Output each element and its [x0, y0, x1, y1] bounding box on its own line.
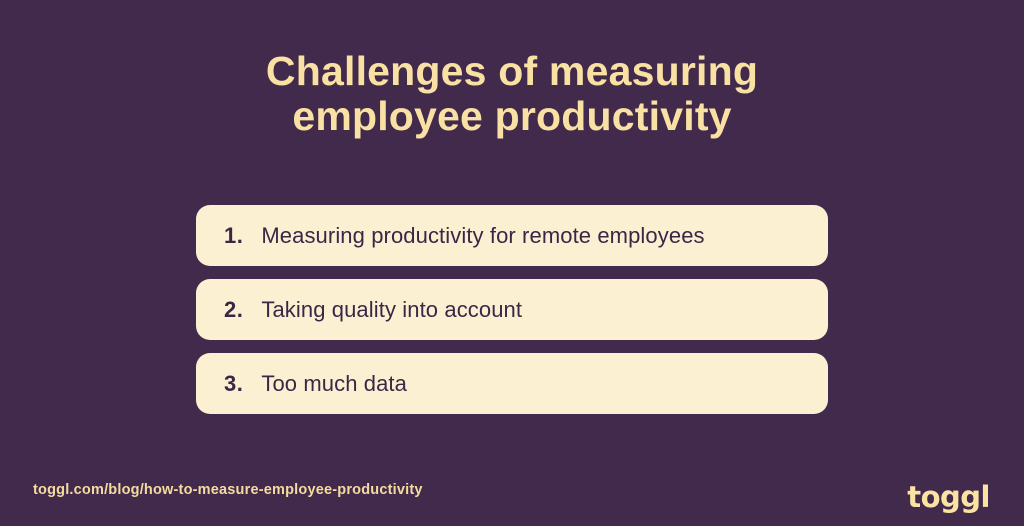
list-item: 3. Too much data — [196, 353, 828, 414]
list-item: 2. Taking quality into account — [196, 279, 828, 340]
list-item: 1. Measuring productivity for remote emp… — [196, 205, 828, 266]
source-url: toggl.com/blog/how-to-measure-employee-p… — [33, 482, 423, 498]
list-item-label: Measuring productivity for remote employ… — [261, 222, 705, 248]
page-title-line2: employee productivity — [292, 93, 732, 140]
page-title-line1: Challenges of measuring — [265, 48, 759, 94]
challenge-list: 1. Measuring productivity for remote emp… — [196, 205, 828, 414]
list-item-label: Taking quality into account — [261, 296, 523, 322]
list-item-number: 1. — [224, 222, 244, 248]
toggl-logo: toggl — [907, 480, 990, 514]
list-item-label: Too much data — [261, 370, 407, 396]
page-title: Challenges of measuring employee product… — [0, 48, 1024, 140]
list-item-number: 3. — [224, 370, 244, 396]
list-item-number: 2. — [224, 296, 244, 322]
